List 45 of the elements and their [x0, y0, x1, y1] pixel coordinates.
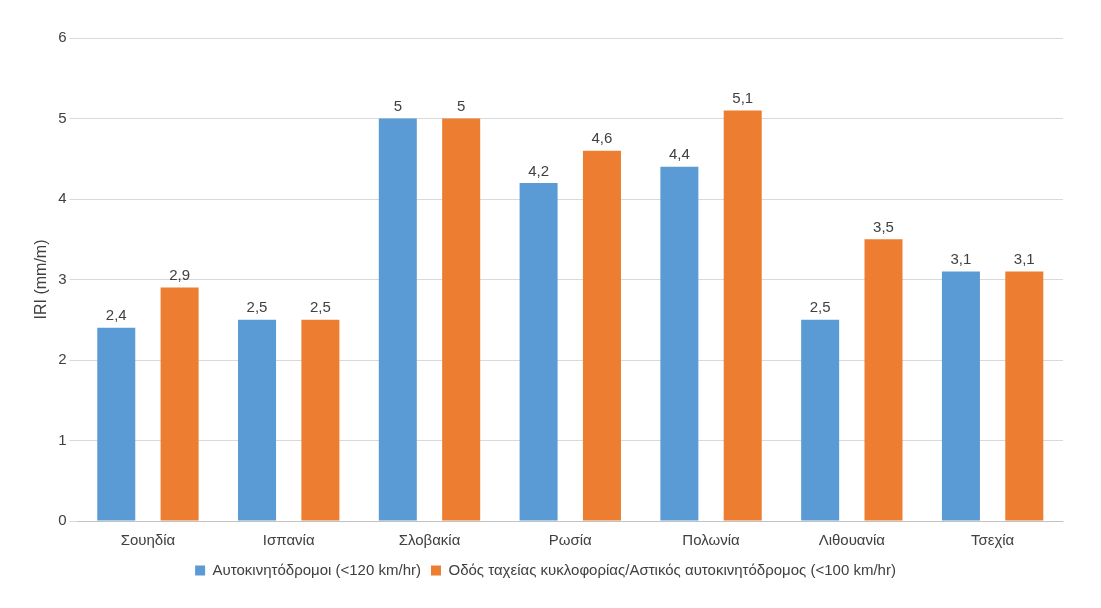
bar	[941, 271, 980, 521]
data-label: 5	[393, 97, 402, 115]
data-label: 2,9	[169, 266, 191, 284]
data-label: 3,1	[950, 250, 972, 268]
x-tick-label: Πολωνία	[682, 531, 741, 549]
x-tick-label: Ισπανία	[262, 531, 315, 549]
data-label: 2,5	[246, 298, 268, 316]
x-tick-label: Τσεχία	[970, 531, 1015, 549]
y-tick-label: 4	[58, 189, 67, 207]
bar	[1005, 271, 1044, 521]
bar	[582, 150, 621, 521]
bar	[97, 327, 136, 521]
legend-label: Αυτοκινητόδρομοι (<120 km/hr)	[212, 560, 421, 578]
data-label: 4,6	[591, 129, 613, 147]
bar	[660, 166, 699, 521]
bar	[723, 110, 762, 521]
bar	[378, 118, 417, 521]
bar	[238, 319, 277, 521]
data-label: 2,5	[309, 298, 331, 316]
y-tick-label: 5	[58, 108, 67, 126]
data-label: 5	[457, 97, 466, 115]
x-tick-label: Λιθουανία	[818, 531, 886, 549]
x-tick-label: Ρωσία	[548, 531, 593, 549]
bar	[864, 239, 903, 521]
y-tick-label: 3	[58, 269, 67, 287]
x-tick-label: Σουηδία	[120, 531, 176, 549]
data-label: 2,4	[105, 306, 127, 324]
y-axis-title: IRI (mm/m)	[32, 239, 50, 320]
data-label: 5,1	[732, 89, 754, 107]
y-tick-label: 1	[58, 430, 67, 448]
bar	[801, 319, 840, 521]
x-tick-label: Σλοβακία	[398, 531, 461, 549]
data-label: 3,5	[873, 217, 894, 235]
data-label: 4,2	[528, 161, 550, 179]
bar	[160, 287, 199, 521]
y-tick-label: 6	[58, 28, 67, 46]
bar	[301, 319, 340, 521]
data-label: 3,1	[1013, 250, 1035, 268]
y-tick-label: 0	[58, 511, 67, 529]
bar	[442, 118, 481, 521]
y-tick-label: 2	[58, 350, 67, 368]
data-label: 2,5	[809, 298, 831, 316]
legend-label: Οδός ταχείας κυκλοφορίας/Αστικός αυτοκινητόδρομος (<100 km/hr)	[448, 560, 896, 578]
bar	[519, 182, 558, 521]
data-label: 4,4	[668, 145, 690, 163]
